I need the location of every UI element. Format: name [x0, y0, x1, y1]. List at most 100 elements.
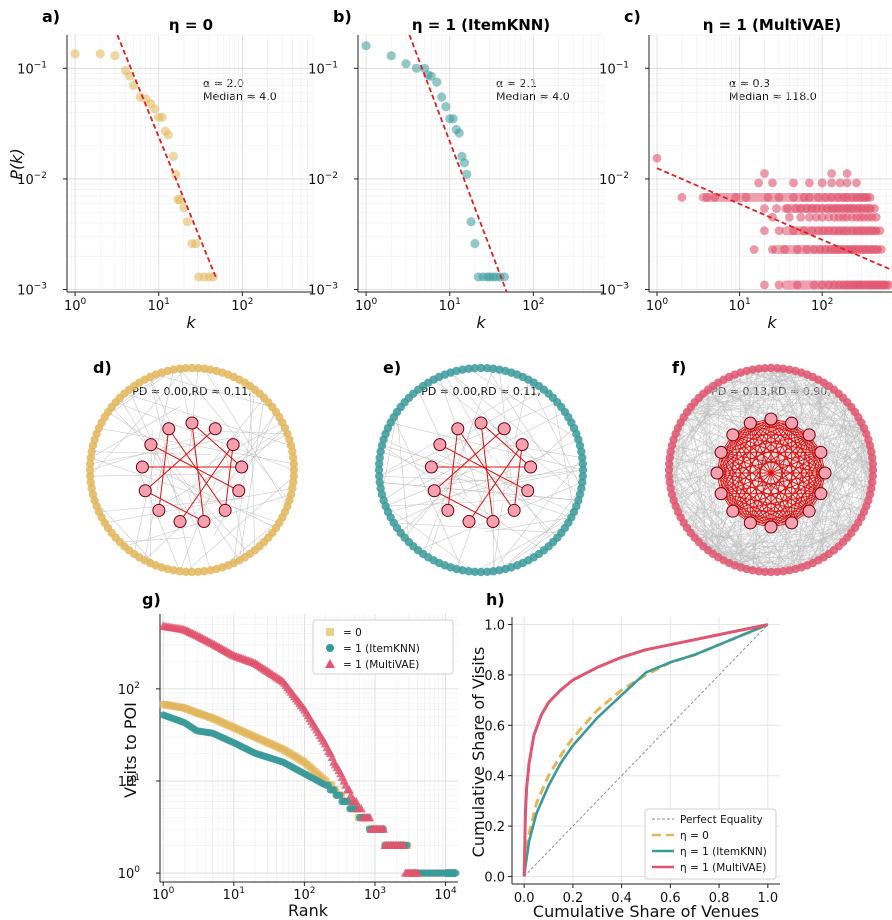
core-edge [808, 452, 822, 512]
core-edge [434, 490, 494, 522]
data-point [168, 151, 179, 161]
y-tick-label: 10−2 [308, 171, 338, 188]
panel-a-title: η = 0 [169, 16, 213, 34]
peripheral-node [489, 567, 498, 576]
legend-marker [326, 628, 334, 636]
core-edge [770, 418, 793, 523]
background-edge [795, 370, 867, 435]
data-point [351, 796, 361, 806]
background-edge [669, 369, 790, 483]
background-edge [795, 422, 862, 570]
core-node [497, 422, 511, 436]
core-node [226, 438, 240, 452]
legend-label: Perfect Equality [680, 814, 763, 826]
panel-b-alpha-annotation: α ≈ 2.1 [496, 77, 537, 90]
peripheral-node [766, 363, 776, 373]
panel-g-rank-visits: 100 101 102 103 104 100 101 102 = 0 = 1 (ItemKNN)… [118, 614, 460, 903]
core-node [235, 460, 249, 474]
background-edge [188, 368, 199, 461]
panel-e-network [374, 363, 588, 577]
peripheral-node [289, 471, 299, 481]
peripheral-node [85, 459, 95, 469]
core-edge [720, 452, 751, 524]
data-point-band [445, 869, 456, 878]
background-edge [385, 498, 536, 507]
core-edge [447, 428, 459, 511]
peripheral-node [476, 363, 486, 373]
data-point-band [781, 280, 889, 290]
panel-a-median-annotation: Median ≈ 4.0 [203, 90, 277, 103]
data-point [470, 239, 480, 249]
data-point [760, 204, 769, 213]
background-edge [390, 422, 584, 471]
panel-b-degree-distribution: 100 101 102 10−1 10−2 10−3 [308, 34, 605, 314]
lorenz-curve [523, 624, 769, 877]
panel-b-title: η = 1 (ItemKNN) [412, 16, 550, 34]
core-edge [720, 451, 810, 512]
core-node [802, 504, 816, 518]
y-tick-label: 0.2 [484, 820, 505, 835]
background-edge [708, 389, 844, 399]
data-point [150, 104, 160, 114]
core-node [462, 515, 476, 529]
legend-marker [325, 659, 335, 668]
background-edge [202, 422, 283, 468]
x-tick-label: 102 [522, 297, 544, 314]
core-edge [732, 434, 826, 474]
background-edge [239, 397, 265, 561]
data-point [652, 153, 662, 163]
core-node [814, 445, 828, 459]
peripheral-node [470, 567, 480, 577]
core-node [433, 438, 447, 452]
panel-c-xlabel: k [767, 313, 777, 332]
peripheral-node [187, 363, 197, 373]
core-edge [770, 493, 822, 528]
background-edge [438, 376, 506, 570]
x-tick-label: 0.8 [709, 891, 730, 906]
peripheral-node [779, 567, 788, 576]
data-point [191, 239, 201, 249]
peripheral-node [85, 465, 95, 475]
background-edge [393, 417, 463, 571]
core-edge [791, 472, 826, 524]
background-edge [776, 439, 869, 572]
background-edge [670, 379, 819, 489]
data-point [365, 813, 375, 822]
peripheral-node [374, 471, 384, 481]
background-edge [381, 412, 398, 495]
legend-frame [312, 619, 454, 675]
data-point-band [781, 226, 880, 236]
peripheral-node [375, 478, 384, 487]
background-edge [828, 385, 874, 464]
background-edge [381, 445, 545, 551]
core-node [764, 520, 778, 534]
x-tick-label: 104 [434, 886, 457, 903]
data-point [163, 130, 173, 140]
data-point [784, 212, 794, 222]
x-tick-label: 101 [728, 297, 750, 314]
data-point [842, 178, 852, 188]
core-node [818, 466, 832, 480]
background-edge [415, 411, 566, 488]
network-d-label: PD ≈ 0.00,RD ≈ 0.11, [132, 385, 252, 398]
core-edge [513, 444, 523, 511]
x-tick-label: 100 [64, 297, 87, 314]
core-node [152, 503, 166, 517]
x-tick-label: 101 [439, 297, 461, 314]
peripheral-node [664, 459, 674, 469]
x-tick-label: 0.2 [563, 891, 584, 906]
background-edge [417, 482, 583, 551]
peripheral-node [374, 465, 384, 475]
background-edge [707, 389, 856, 529]
x-tick-label: 102 [231, 297, 253, 314]
data-point [448, 114, 458, 124]
data-point [356, 804, 366, 813]
x-tick-label: 0.0 [514, 891, 535, 906]
background-edge [133, 369, 174, 555]
data-point [454, 128, 464, 138]
core-edge [720, 452, 772, 528]
background-edge [734, 439, 869, 566]
y-tick-label: 10−3 [17, 282, 47, 299]
panel-a-ylabel: P(k) [7, 148, 26, 179]
